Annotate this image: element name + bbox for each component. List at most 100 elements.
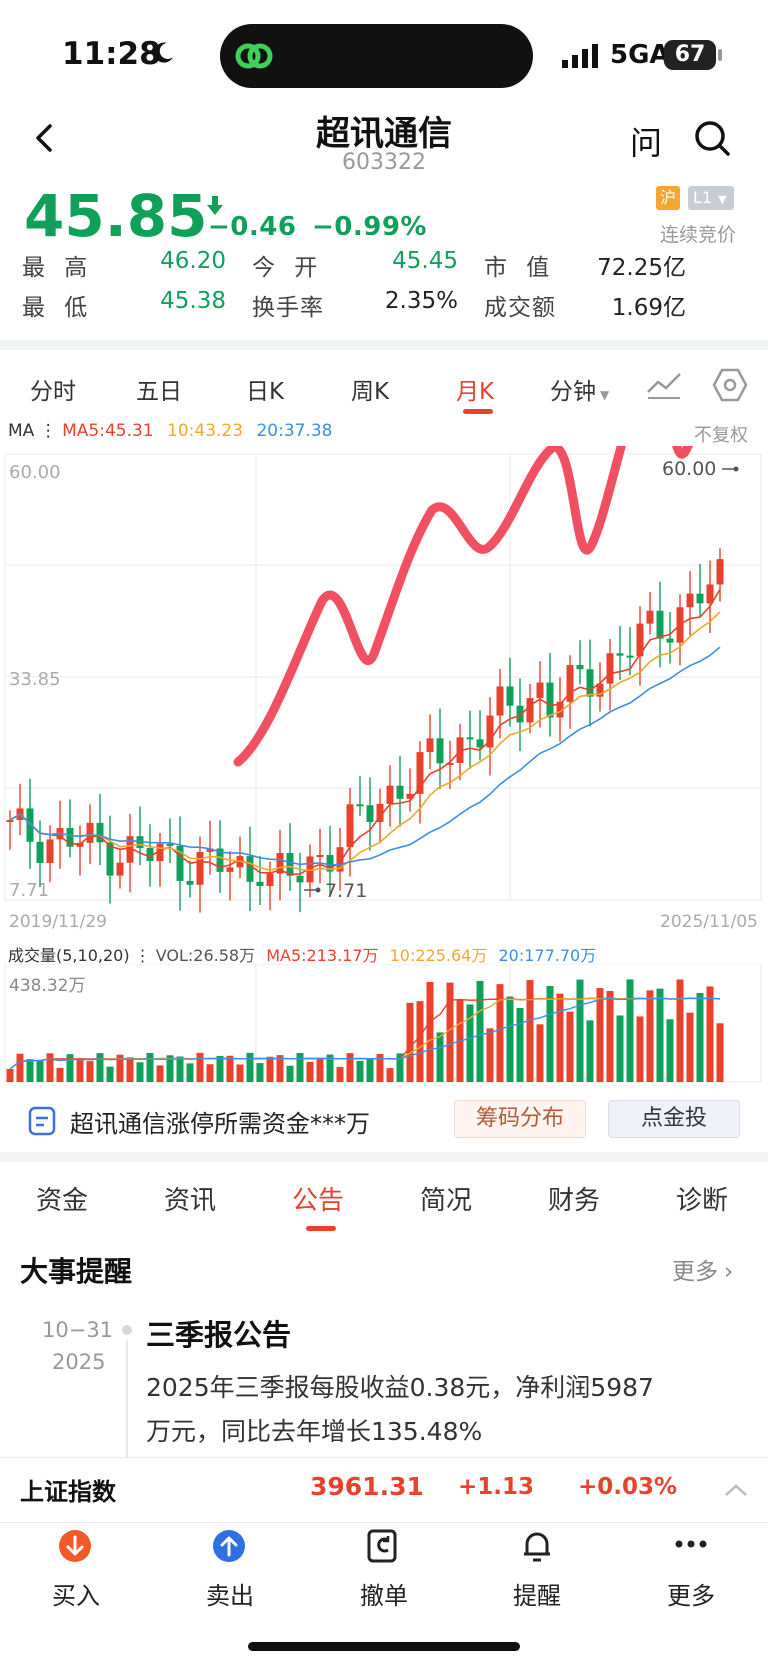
volume-bar	[366, 1058, 374, 1082]
active-tab-indicator	[306, 1226, 336, 1231]
volume-bar	[676, 979, 684, 1082]
ask-button[interactable]: 问	[630, 124, 663, 162]
stat-high: 46.20	[160, 248, 226, 274]
sell-icon[interactable]	[212, 1529, 246, 1563]
change-value: −0.46	[208, 212, 297, 242]
reminder-button[interactable]: 提醒	[513, 1582, 561, 1610]
candle-body	[366, 805, 374, 823]
tab-announcements[interactable]: 公告	[292, 1186, 345, 1216]
candle-body	[86, 822, 94, 843]
candle-body	[436, 738, 444, 764]
tab-weekly-k[interactable]: 周K	[351, 379, 390, 405]
tab-funds[interactable]: 资金	[36, 1186, 89, 1216]
candle-body	[496, 686, 504, 716]
volume-bar	[546, 985, 554, 1082]
volume-bar	[606, 991, 614, 1082]
hand-drawn-trend-overlay	[233, 446, 693, 767]
search-icon[interactable]	[692, 118, 732, 158]
ma10-value: 10:43.23	[167, 421, 244, 441]
gold-invest-button[interactable]: 点金投	[608, 1100, 740, 1138]
volume-bar	[516, 1008, 524, 1082]
candle-body	[566, 664, 574, 702]
volume-bar	[106, 1066, 114, 1082]
min-annotation: 7.71	[325, 880, 367, 902]
status-time: 11:28	[62, 36, 161, 72]
more-label: 更多	[672, 1259, 718, 1285]
candle-body	[666, 638, 674, 643]
volume-bar	[706, 986, 714, 1082]
candle-body	[646, 610, 654, 624]
more-icon[interactable]	[674, 1538, 708, 1550]
settings-icon[interactable]	[712, 368, 748, 402]
cancel-order-button[interactable]: 撤单	[360, 1582, 408, 1610]
stat-label: 成交额	[484, 295, 556, 321]
timeline-line	[126, 1340, 128, 1457]
candle-body	[576, 664, 584, 670]
cancel-order-icon[interactable]	[366, 1528, 400, 1564]
news-headline[interactable]: 超讯通信涨停所需资金***万	[70, 1110, 370, 1138]
max-marker: 60.00	[662, 458, 739, 480]
tab-news[interactable]: 资讯	[164, 1186, 217, 1216]
volume-bar	[496, 984, 504, 1082]
candle-body	[256, 881, 264, 886]
last-price: 45.85	[24, 182, 208, 250]
index-bar[interactable]	[0, 1457, 768, 1521]
volume-bar	[526, 980, 534, 1082]
candle-body	[166, 843, 174, 846]
tab-intraday[interactable]: 分时	[30, 379, 76, 405]
tab-daily-k[interactable]: 日K	[246, 379, 285, 405]
vol-ma20-line	[9, 997, 721, 1070]
chip-distribution-button[interactable]: 筹码分布	[454, 1100, 586, 1138]
event-title[interactable]: 三季报公告	[146, 1318, 292, 1352]
volume-bar	[406, 1002, 414, 1082]
tab-five-day[interactable]: 五日	[136, 379, 182, 405]
volume-bar	[126, 1057, 134, 1082]
caret-down-icon: ▼	[718, 193, 727, 206]
ma5-line	[9, 589, 721, 875]
buy-icon[interactable]	[58, 1529, 92, 1563]
link-icon	[235, 43, 273, 69]
tab-monthly-k[interactable]: 月K	[456, 379, 495, 405]
volume-bar	[356, 1060, 364, 1082]
volume-chart[interactable]: 438.32万	[0, 964, 768, 1084]
more-button[interactable]: 更多	[667, 1582, 715, 1610]
back-icon[interactable]	[30, 118, 60, 158]
tab-profile[interactable]: 简况	[420, 1186, 473, 1216]
vol-ma10: 10:225.64万	[389, 946, 488, 965]
sell-button[interactable]: 卖出	[206, 1582, 254, 1610]
kline-chart[interactable]: 60.00 33.85 7.71 60.00 7.71	[0, 446, 768, 926]
down-arrow-icon	[207, 196, 223, 215]
volume-bar	[386, 1068, 394, 1082]
stat-label: 最 高	[22, 255, 94, 281]
chevron-up-icon[interactable]	[722, 1480, 750, 1500]
tab-diagnosis[interactable]: 诊断	[676, 1186, 729, 1216]
candle-body	[316, 855, 324, 858]
active-tab-indicator	[463, 409, 493, 414]
adjust-toggle[interactable]: 不复权	[694, 425, 748, 446]
ma-lines	[9, 589, 721, 875]
volume-bar	[696, 992, 704, 1082]
tab-minute[interactable]: 分钟 ▼	[550, 372, 609, 406]
volume-bar	[466, 1004, 474, 1082]
volume-bar	[16, 1053, 24, 1082]
candle-body	[146, 848, 154, 862]
candle-body	[526, 698, 534, 723]
index-change: +1.13	[458, 1474, 535, 1500]
candle-body	[346, 804, 354, 848]
candle-body	[296, 875, 304, 883]
volume-bar	[506, 996, 514, 1082]
tab-finance[interactable]: 财务	[548, 1186, 601, 1216]
candle-body	[36, 841, 44, 863]
more-link[interactable]: 更多 ›	[672, 1252, 733, 1286]
candle-body	[186, 880, 194, 885]
level-badge[interactable]: L1 ▼	[688, 186, 734, 210]
volume-bar	[666, 1019, 674, 1082]
vol-ma20: 20:177.70万	[498, 946, 597, 965]
volume-bar	[6, 1069, 14, 1082]
buy-button[interactable]: 买入	[52, 1582, 100, 1610]
indicator-icon[interactable]	[646, 370, 682, 400]
volume-bar	[486, 1028, 494, 1082]
volume-bar	[196, 1052, 204, 1082]
bell-icon[interactable]	[520, 1528, 554, 1564]
candle-body	[336, 847, 344, 872]
